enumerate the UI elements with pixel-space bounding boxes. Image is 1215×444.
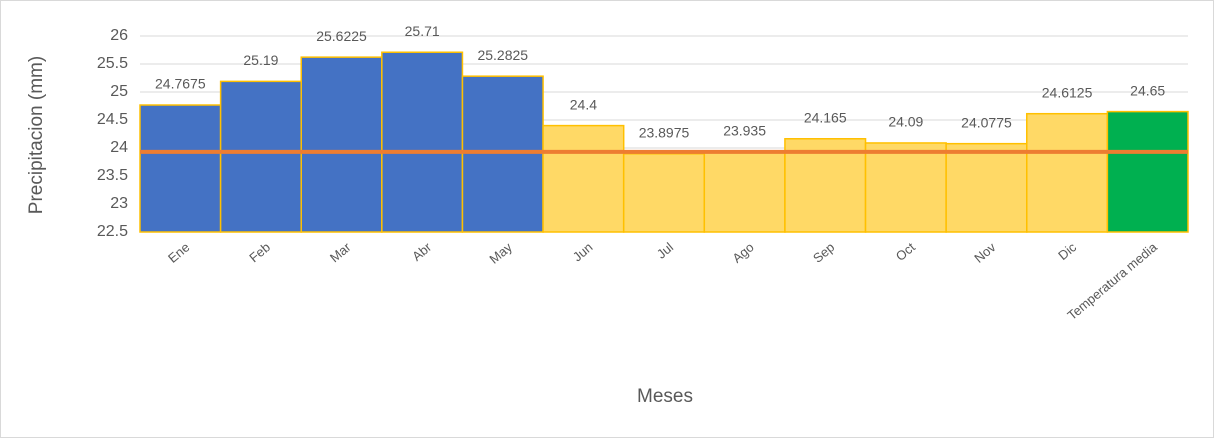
data-label: 25.19 (243, 52, 278, 68)
data-label: 24.7675 (155, 76, 206, 92)
y-tick-label: 25 (110, 83, 128, 100)
data-label: 24.6125 (1042, 84, 1093, 100)
data-label: 25.6225 (316, 28, 367, 44)
y-tick-label: 26 (110, 27, 128, 44)
bar (300, 56, 383, 233)
data-label: 24.4 (570, 96, 597, 112)
bar (461, 75, 544, 233)
data-label: 23.935 (723, 122, 766, 138)
bar (219, 80, 302, 233)
y-tick-label: 25.5 (97, 55, 128, 72)
bar (1026, 112, 1109, 233)
y-tick-label: 24 (110, 139, 128, 156)
bar (864, 142, 947, 233)
bar (139, 104, 222, 233)
y-axis-title: Precipitacion (mm) (26, 56, 47, 214)
bar (945, 142, 1028, 233)
data-label: 25.71 (405, 23, 440, 39)
data-label: 25.2825 (477, 47, 528, 63)
y-tick-label: 22.5 (97, 223, 128, 240)
data-label: 24.0775 (961, 114, 1012, 130)
bar (381, 51, 464, 233)
bar (703, 150, 786, 233)
bar (784, 138, 867, 233)
y-tick-label: 23.5 (97, 167, 128, 184)
data-label: 24.09 (888, 114, 923, 130)
y-tick-label: 24.5 (97, 111, 128, 128)
data-label: 24.165 (804, 109, 847, 125)
x-axis-title: Meses (637, 386, 693, 407)
data-label: 23.8975 (639, 124, 690, 140)
bar (542, 124, 625, 233)
y-tick-label: 23 (110, 195, 128, 212)
bar (622, 152, 706, 233)
data-label: 24.65 (1130, 82, 1165, 98)
bar (1106, 110, 1189, 233)
